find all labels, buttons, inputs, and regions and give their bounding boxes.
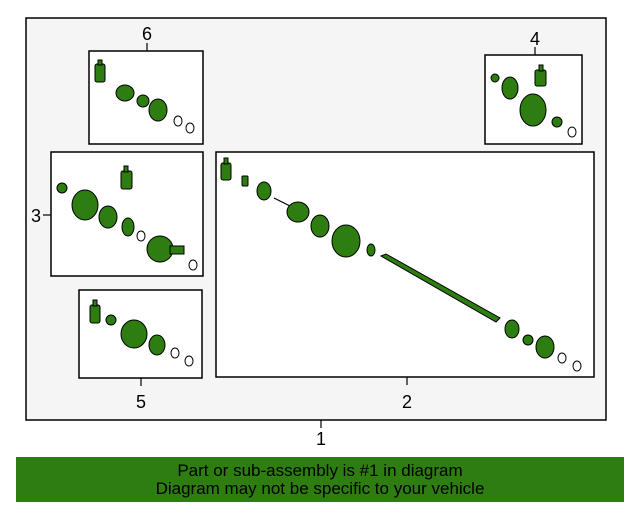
joint-cage-icon [105,314,117,326]
subassembly-2[interactable] [215,151,595,385]
subassembly-3[interactable] [43,151,204,277]
disclaimer-banner: Part or sub-assembly is #1 in diagram Di… [16,457,624,502]
disclaimer-line-2: Diagram may not be specific to your vehi… [155,478,485,498]
grease-tube-icon [89,304,101,324]
boot-clamp-icon [504,319,520,339]
joint-cage-icon [136,94,150,108]
subassembly-5[interactable] [78,289,203,386]
washer-icon [188,259,198,271]
grease-tube-icon [534,69,547,87]
callout-3-label: 3 [31,206,41,226]
bearing-icon [121,217,135,237]
joint-cage-icon [551,116,563,128]
washer-icon [184,355,194,367]
callout-2-label: 2 [402,392,412,412]
axle-shaft-icon [379,253,501,323]
disclaimer-line-1: Part or sub-assembly is #1 in diagram [177,460,463,480]
stub-shaft-icon [169,245,185,255]
clip-icon [490,73,500,83]
boot-icon [519,93,547,127]
washer-icon [170,347,180,359]
clamp-ring-icon [366,243,376,257]
boot-clamp-icon [98,205,118,229]
joint-cage-icon [56,182,68,194]
callout-5-label: 5 [136,392,146,412]
boot-clamp-icon [115,84,135,102]
washer-icon [185,122,195,134]
outer-joint-icon [146,235,174,263]
joint-cage-icon [522,334,534,346]
grease-tube-cap-icon [538,64,544,72]
boot-clamp-icon [148,334,166,356]
clip-icon [241,175,249,187]
callout-6-label: 6 [142,24,152,44]
grease-tube-cap-icon [97,59,103,66]
boot-icon [120,319,148,349]
boot-icon [535,335,555,359]
grease-tube-icon [94,63,106,83]
grease-tube-icon [120,170,133,190]
washer-icon [567,126,577,138]
washer-icon [557,352,567,364]
boot-icon [331,224,361,258]
grease-tube-cap-icon [123,165,129,173]
grease-tube-cap-icon [92,299,98,307]
callout-4-label: 4 [530,29,540,49]
washer-icon [136,230,146,242]
boot-clamp-icon [310,214,330,238]
boot-icon [71,189,99,221]
washer-icon [572,360,582,372]
grease-tube-cap-icon [223,157,229,165]
boot-icon [148,98,168,122]
boot-clamp-icon [256,181,272,201]
subassembly-6[interactable] [88,43,204,145]
callout-1-label: 1 [316,429,326,449]
grease-tube-icon [220,162,232,181]
outer-joint-icon [286,201,310,223]
subassembly-4[interactable] [484,47,583,145]
boot-clamp-icon [501,76,519,100]
washer-icon [173,115,183,127]
